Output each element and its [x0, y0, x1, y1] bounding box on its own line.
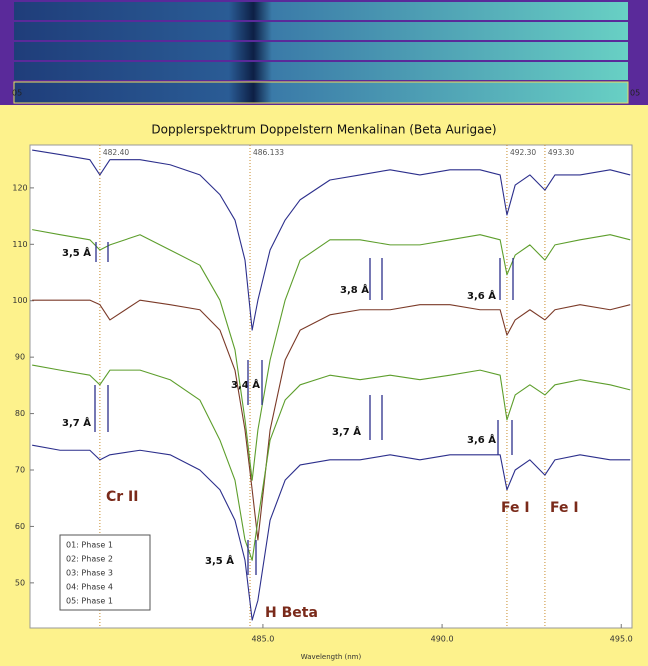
annotation: 3,7 Å	[332, 425, 361, 438]
annotation: Fe I	[501, 500, 530, 516]
annotation: Cr II	[106, 489, 138, 505]
legend-entry: 04: Phase 4	[66, 583, 113, 592]
annotation: 3,6 Å	[467, 289, 496, 302]
annotation: 3,4 Å	[231, 378, 260, 391]
y-tick-label: 110	[12, 240, 27, 249]
y-tick-label: 90	[15, 353, 25, 362]
marker-label: 486.133	[253, 148, 284, 157]
y-tick-label: 50	[15, 578, 25, 587]
y-tick-label: 100	[12, 296, 27, 305]
marker-label: 493.30	[548, 148, 574, 157]
x-tick-label: 495.0	[610, 635, 633, 644]
strip-label: 05	[12, 89, 22, 98]
y-tick-label: 60	[15, 522, 25, 531]
marker-label: 482.40	[103, 148, 129, 157]
annotation: H Beta	[265, 605, 318, 621]
chart: 05 05 Dopplerspektrum Doppelstern Menkal…	[0, 0, 648, 666]
y-tick-label: 120	[12, 183, 27, 192]
y-tick-label: 70	[15, 466, 25, 475]
legend-entry: 02: Phase 2	[66, 555, 113, 564]
strip-label: 05	[630, 89, 640, 98]
marker-label: 492.30	[510, 148, 536, 157]
annotation: 3,7 Å	[62, 416, 91, 429]
spectrum-strips	[14, 2, 628, 103]
chart-title: Dopplerspektrum Doppelstern Menkalinan (…	[151, 123, 496, 137]
annotation: Fe I	[550, 500, 579, 516]
annotation: 3,8 Å	[340, 283, 369, 296]
legend-entry: 03: Phase 3	[66, 569, 113, 578]
annotation: 3,5 Å	[205, 554, 234, 567]
annotation: 3,6 Å	[467, 433, 496, 446]
legend-entry: 05: Phase 1	[66, 597, 113, 606]
legend-entry: 01: Phase 1	[66, 541, 113, 550]
annotation: 3,5 Å	[62, 246, 91, 259]
y-tick-label: 80	[15, 409, 25, 418]
x-axis-label: Wavelength (nm)	[301, 653, 362, 661]
x-tick-label: 490.0	[431, 635, 454, 644]
x-tick-label: 485.0	[251, 635, 274, 644]
